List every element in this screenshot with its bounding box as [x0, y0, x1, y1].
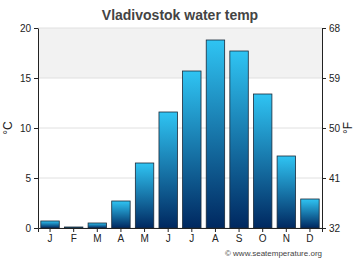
- bars: [41, 40, 319, 228]
- tick-mark: [34, 28, 38, 29]
- tick-label: M: [140, 233, 148, 244]
- grid-line: [38, 78, 322, 79]
- grid-line: [38, 28, 322, 29]
- tick-mark: [168, 228, 169, 232]
- tick-label: 68: [329, 23, 341, 34]
- tick: M: [93, 228, 101, 244]
- tick-label: 41: [329, 173, 341, 184]
- tick-mark: [34, 178, 38, 179]
- axis-title: °C: [1, 121, 15, 135]
- bar: [64, 227, 82, 228]
- tick-mark: [286, 228, 287, 232]
- tick: S: [236, 228, 243, 244]
- tick-label: J: [48, 233, 53, 244]
- axis: 32 41 50 59 68: [322, 23, 341, 234]
- credit: © www.seatemperature.org: [225, 249, 322, 258]
- bar: [206, 40, 224, 228]
- axis: JFMAMJJASOND: [39, 228, 323, 244]
- tick-mark: [73, 228, 74, 232]
- tick-mark: [215, 228, 216, 232]
- tick-label: 15: [20, 73, 32, 84]
- tick-label: 0: [25, 223, 31, 234]
- axis-line: [38, 29, 39, 229]
- tick: 0: [25, 223, 38, 234]
- tick: 15: [20, 73, 38, 84]
- tick-mark: [322, 178, 326, 179]
- tick-label: 50: [329, 123, 341, 134]
- tick-mark: [262, 228, 263, 232]
- bar: [41, 221, 59, 228]
- tick: A: [212, 228, 219, 244]
- tick-mark: [34, 128, 38, 129]
- tick-mark: [322, 78, 326, 79]
- bar: [230, 51, 248, 228]
- tick-mark: [34, 228, 38, 229]
- tick-mark: [322, 28, 326, 29]
- axis: 0 5 10 15 20: [20, 23, 39, 234]
- grid-band: [38, 28, 322, 78]
- bar: [183, 71, 201, 228]
- tick-label: 10: [20, 123, 32, 134]
- bar: [159, 112, 177, 228]
- tick: A: [118, 228, 125, 244]
- tick-label: J: [166, 233, 171, 244]
- axis-line: [39, 229, 323, 233]
- tick: J: [166, 228, 171, 244]
- tick-label: F: [71, 233, 77, 244]
- bar: [277, 156, 295, 228]
- chart: J F M A M J J A S O N D 0 5 10 15 20 32 41 50 59 68 Vladivosto…: [0, 0, 360, 260]
- plot: J F M A M J J A S O N D 0 5 10 15 20 32 41 50 59 68: [20, 23, 341, 244]
- tick-mark: [322, 228, 326, 229]
- bar: [253, 94, 271, 228]
- tick-mark: [309, 228, 310, 232]
- bar: [301, 199, 319, 228]
- tick: J: [48, 228, 53, 244]
- tick-label: S: [236, 233, 243, 244]
- bar: [88, 223, 106, 228]
- tick-mark: [97, 228, 98, 232]
- tick: 20: [20, 23, 38, 34]
- tick-mark: [34, 78, 38, 79]
- grid-line: [38, 128, 322, 129]
- tick-mark: [239, 228, 240, 232]
- tick: D: [306, 228, 313, 244]
- tick: 32: [322, 223, 341, 234]
- tick: J: [189, 228, 194, 244]
- title: Vladivostok water temp: [102, 7, 258, 23]
- tick: 50: [322, 123, 341, 134]
- tick: 59: [322, 73, 341, 84]
- tick: F: [71, 228, 77, 244]
- tick: 10: [20, 123, 38, 134]
- tick-label: A: [212, 233, 219, 244]
- tick: 68: [322, 23, 341, 34]
- bar: [112, 201, 130, 228]
- tick-label: 32: [329, 223, 341, 234]
- tick-label: M: [93, 233, 101, 244]
- axis-title: °F: [341, 122, 355, 134]
- tick: M: [140, 228, 148, 244]
- tick-label: O: [259, 233, 267, 244]
- tick-mark: [322, 128, 326, 129]
- tick-mark: [120, 228, 121, 232]
- tick-label: D: [306, 233, 313, 244]
- tick-label: J: [189, 233, 194, 244]
- tick-label: N: [283, 233, 290, 244]
- tick-label: 20: [20, 23, 32, 34]
- tick-label: 5: [25, 173, 31, 184]
- tick-label: A: [118, 233, 125, 244]
- tick-label: 59: [329, 73, 341, 84]
- tick-mark: [144, 228, 145, 232]
- bar: [135, 163, 153, 228]
- tick-mark: [50, 228, 51, 232]
- tick: N: [283, 228, 290, 244]
- tick-mark: [191, 228, 192, 232]
- tick: 41: [322, 173, 341, 184]
- tick: O: [259, 228, 267, 244]
- tick: 5: [25, 173, 38, 184]
